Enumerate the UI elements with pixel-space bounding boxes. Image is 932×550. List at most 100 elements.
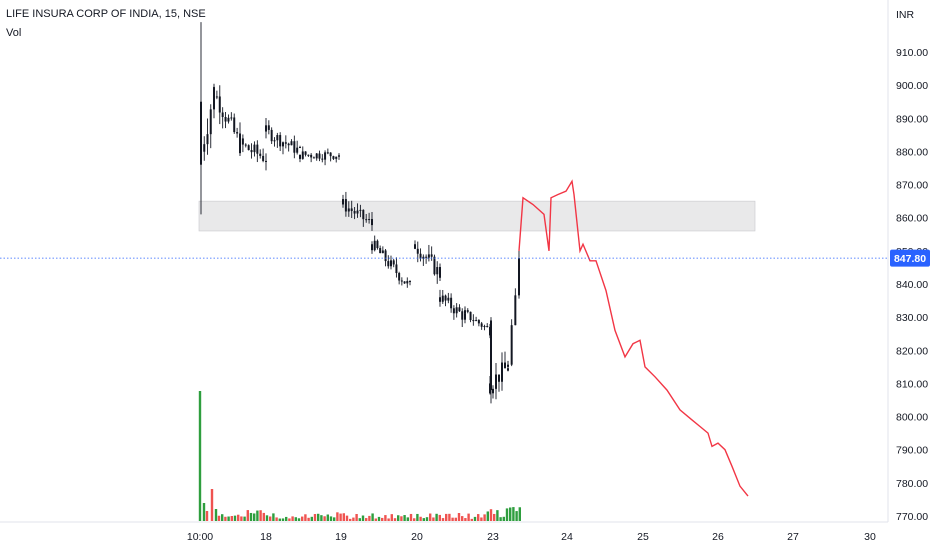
last-price-tag-label: 847.80 — [894, 253, 926, 265]
candle — [299, 154, 301, 163]
y-tick-label: 830.00 — [896, 312, 928, 324]
volume-bar — [326, 514, 329, 521]
candle — [244, 143, 247, 148]
volume-bar — [339, 513, 342, 521]
candle — [224, 111, 227, 129]
volume-label: Vol — [6, 27, 22, 39]
x-tick-label: 19 — [335, 531, 347, 543]
candle — [265, 117, 267, 139]
volume-bar — [275, 517, 278, 521]
volume-bar — [329, 516, 333, 521]
volume-bar — [259, 510, 262, 521]
candle — [279, 132, 282, 152]
candle — [495, 363, 497, 400]
candle — [406, 277, 409, 288]
candle — [447, 292, 450, 304]
candle — [381, 246, 384, 254]
candle — [236, 127, 239, 138]
volume-bars — [198, 391, 521, 521]
candle — [492, 385, 494, 399]
volume-bar — [272, 513, 275, 521]
candle — [321, 154, 324, 163]
volume-bar — [429, 513, 432, 521]
candle — [230, 112, 233, 121]
candle — [425, 254, 428, 264]
x-tick-label: 27 — [787, 531, 799, 543]
volume-bar — [297, 518, 301, 521]
candle — [290, 139, 293, 146]
candle — [287, 142, 290, 152]
candle — [427, 244, 430, 262]
candle — [461, 308, 464, 328]
volume-bar — [227, 516, 230, 521]
candle — [218, 85, 221, 125]
volume-bar — [246, 510, 249, 521]
candle — [475, 316, 478, 322]
candle — [409, 280, 411, 286]
candle — [403, 281, 406, 284]
volume-bar — [445, 513, 448, 521]
volume-bar — [202, 503, 206, 521]
volume-bar — [320, 515, 323, 521]
volume-bar — [301, 516, 304, 521]
x-tick-label: 24 — [561, 531, 573, 543]
candle — [259, 149, 262, 159]
candle — [439, 289, 441, 307]
x-tick-label: 23 — [487, 531, 499, 543]
volume-bar — [467, 513, 470, 521]
volume-bar — [512, 507, 515, 521]
volume-bar — [205, 511, 209, 521]
candle — [472, 314, 475, 326]
candle — [215, 90, 218, 100]
volume-bar — [237, 514, 240, 521]
y-tick-label: 900.00 — [896, 80, 928, 92]
candle — [299, 145, 301, 149]
volume-bar — [470, 518, 473, 521]
candle — [265, 153, 267, 171]
y-tick-label: 870.00 — [896, 180, 928, 192]
volume-bar — [230, 515, 233, 521]
y-tick-label: 910.00 — [896, 47, 928, 59]
volume-bar — [342, 513, 345, 521]
volume-bar — [461, 516, 464, 521]
volume-bar — [505, 508, 509, 521]
volume-bar — [278, 518, 281, 521]
candle — [304, 151, 307, 157]
candle — [324, 150, 327, 166]
candle — [398, 271, 401, 285]
candle — [379, 245, 382, 254]
candle — [342, 194, 344, 208]
volume-bar — [310, 516, 313, 521]
volume-bar — [233, 515, 237, 521]
volume-bar — [333, 517, 336, 521]
candle — [206, 118, 209, 155]
volume-bar — [438, 514, 441, 521]
volume-bar — [502, 516, 505, 521]
candle — [296, 140, 299, 155]
resistance-zone[interactable] — [198, 200, 756, 232]
y-tick-label: 780.00 — [896, 478, 928, 490]
volume-bar — [416, 513, 419, 521]
candle — [458, 304, 461, 312]
volume-bar — [221, 514, 224, 521]
volume-bar — [390, 514, 393, 521]
candle — [307, 154, 310, 157]
volume-bar — [425, 517, 429, 521]
candle — [282, 141, 284, 155]
candle — [256, 140, 259, 163]
candlestick-series — [200, 22, 520, 404]
projection-line — [518, 179, 749, 497]
candle — [414, 240, 416, 250]
volume-bar — [240, 516, 243, 521]
candle — [209, 104, 212, 149]
last-price-tag-box — [890, 249, 930, 267]
volume-bar — [419, 516, 422, 521]
volume-bar — [499, 517, 502, 521]
volume-bar — [496, 510, 499, 521]
candle — [318, 150, 321, 162]
candle — [276, 132, 279, 148]
volume-bar — [361, 515, 365, 521]
candle — [362, 209, 365, 227]
last-price-tag: 847.80 — [890, 249, 930, 267]
